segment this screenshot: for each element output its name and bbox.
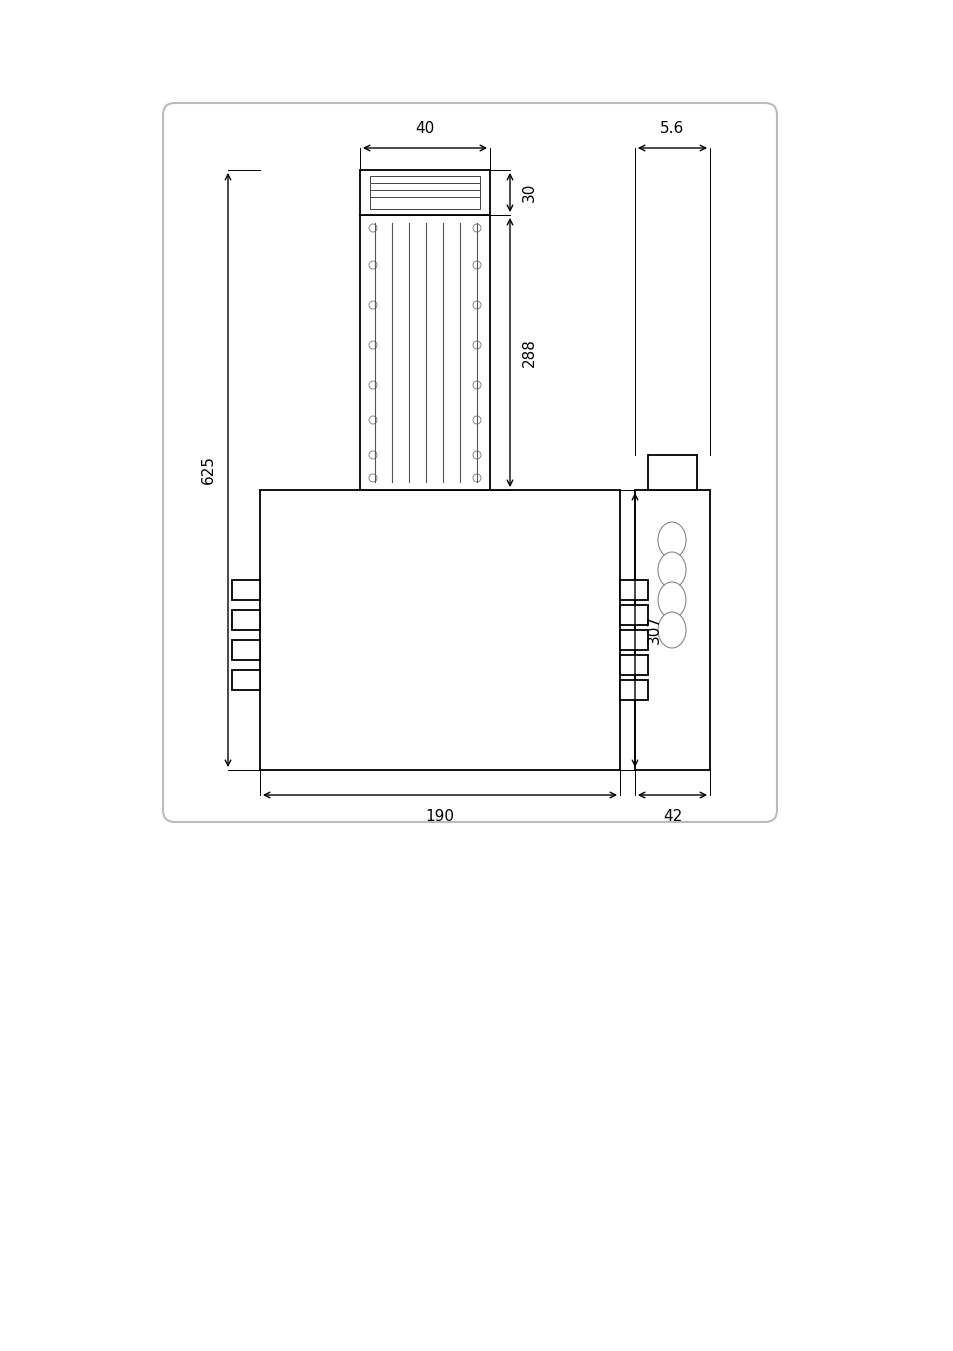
Ellipse shape bbox=[658, 582, 685, 617]
Ellipse shape bbox=[473, 451, 480, 459]
Ellipse shape bbox=[473, 381, 480, 389]
Bar bbox=[370, 190, 479, 203]
Bar bbox=[619, 605, 647, 626]
Bar bbox=[232, 670, 260, 690]
Text: 307: 307 bbox=[646, 616, 661, 644]
Bar bbox=[635, 490, 709, 770]
Ellipse shape bbox=[369, 224, 376, 232]
Bar bbox=[619, 680, 647, 700]
Text: 288: 288 bbox=[521, 338, 537, 367]
Ellipse shape bbox=[369, 451, 376, 459]
Ellipse shape bbox=[658, 553, 685, 588]
Ellipse shape bbox=[473, 301, 480, 309]
Bar bbox=[370, 176, 479, 188]
Text: 5.6: 5.6 bbox=[659, 122, 684, 136]
Bar bbox=[260, 490, 619, 770]
Bar bbox=[359, 215, 490, 490]
FancyBboxPatch shape bbox=[163, 103, 776, 821]
Text: 42: 42 bbox=[662, 809, 681, 824]
Ellipse shape bbox=[369, 474, 376, 482]
Bar bbox=[232, 580, 260, 600]
Bar bbox=[370, 182, 479, 195]
Ellipse shape bbox=[658, 612, 685, 648]
Text: 190: 190 bbox=[425, 809, 454, 824]
Ellipse shape bbox=[369, 261, 376, 269]
Ellipse shape bbox=[473, 224, 480, 232]
Ellipse shape bbox=[369, 416, 376, 424]
Bar bbox=[619, 580, 647, 600]
Bar bbox=[370, 197, 479, 209]
Bar bbox=[359, 170, 490, 215]
Ellipse shape bbox=[473, 261, 480, 269]
Ellipse shape bbox=[473, 416, 480, 424]
Ellipse shape bbox=[658, 521, 685, 558]
Text: 40: 40 bbox=[415, 122, 435, 136]
Ellipse shape bbox=[369, 340, 376, 349]
Ellipse shape bbox=[369, 301, 376, 309]
Ellipse shape bbox=[369, 381, 376, 389]
Text: 30: 30 bbox=[521, 182, 537, 203]
Bar bbox=[647, 455, 697, 490]
Bar bbox=[232, 640, 260, 661]
Ellipse shape bbox=[473, 474, 480, 482]
Ellipse shape bbox=[473, 340, 480, 349]
Text: 625: 625 bbox=[201, 455, 215, 485]
Bar bbox=[619, 655, 647, 676]
Bar bbox=[619, 630, 647, 650]
Bar bbox=[232, 611, 260, 630]
